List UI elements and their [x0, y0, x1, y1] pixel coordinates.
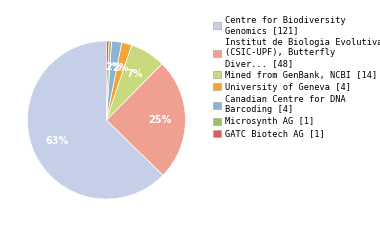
Text: 63%: 63%: [45, 136, 68, 146]
Text: 2%: 2%: [105, 62, 122, 72]
Wedge shape: [106, 41, 109, 120]
Legend: Centre for Biodiversity
Genomics [121], Institut de Biologia Evolutiva
(CSIC-UPF: Centre for Biodiversity Genomics [121], …: [214, 16, 380, 138]
Wedge shape: [106, 64, 185, 175]
Wedge shape: [27, 41, 163, 199]
Text: 7%: 7%: [127, 69, 143, 79]
Text: 2%: 2%: [112, 63, 128, 73]
Text: 25%: 25%: [149, 114, 172, 125]
Wedge shape: [106, 42, 132, 120]
Wedge shape: [106, 41, 122, 120]
Wedge shape: [106, 41, 112, 120]
Wedge shape: [106, 45, 162, 120]
